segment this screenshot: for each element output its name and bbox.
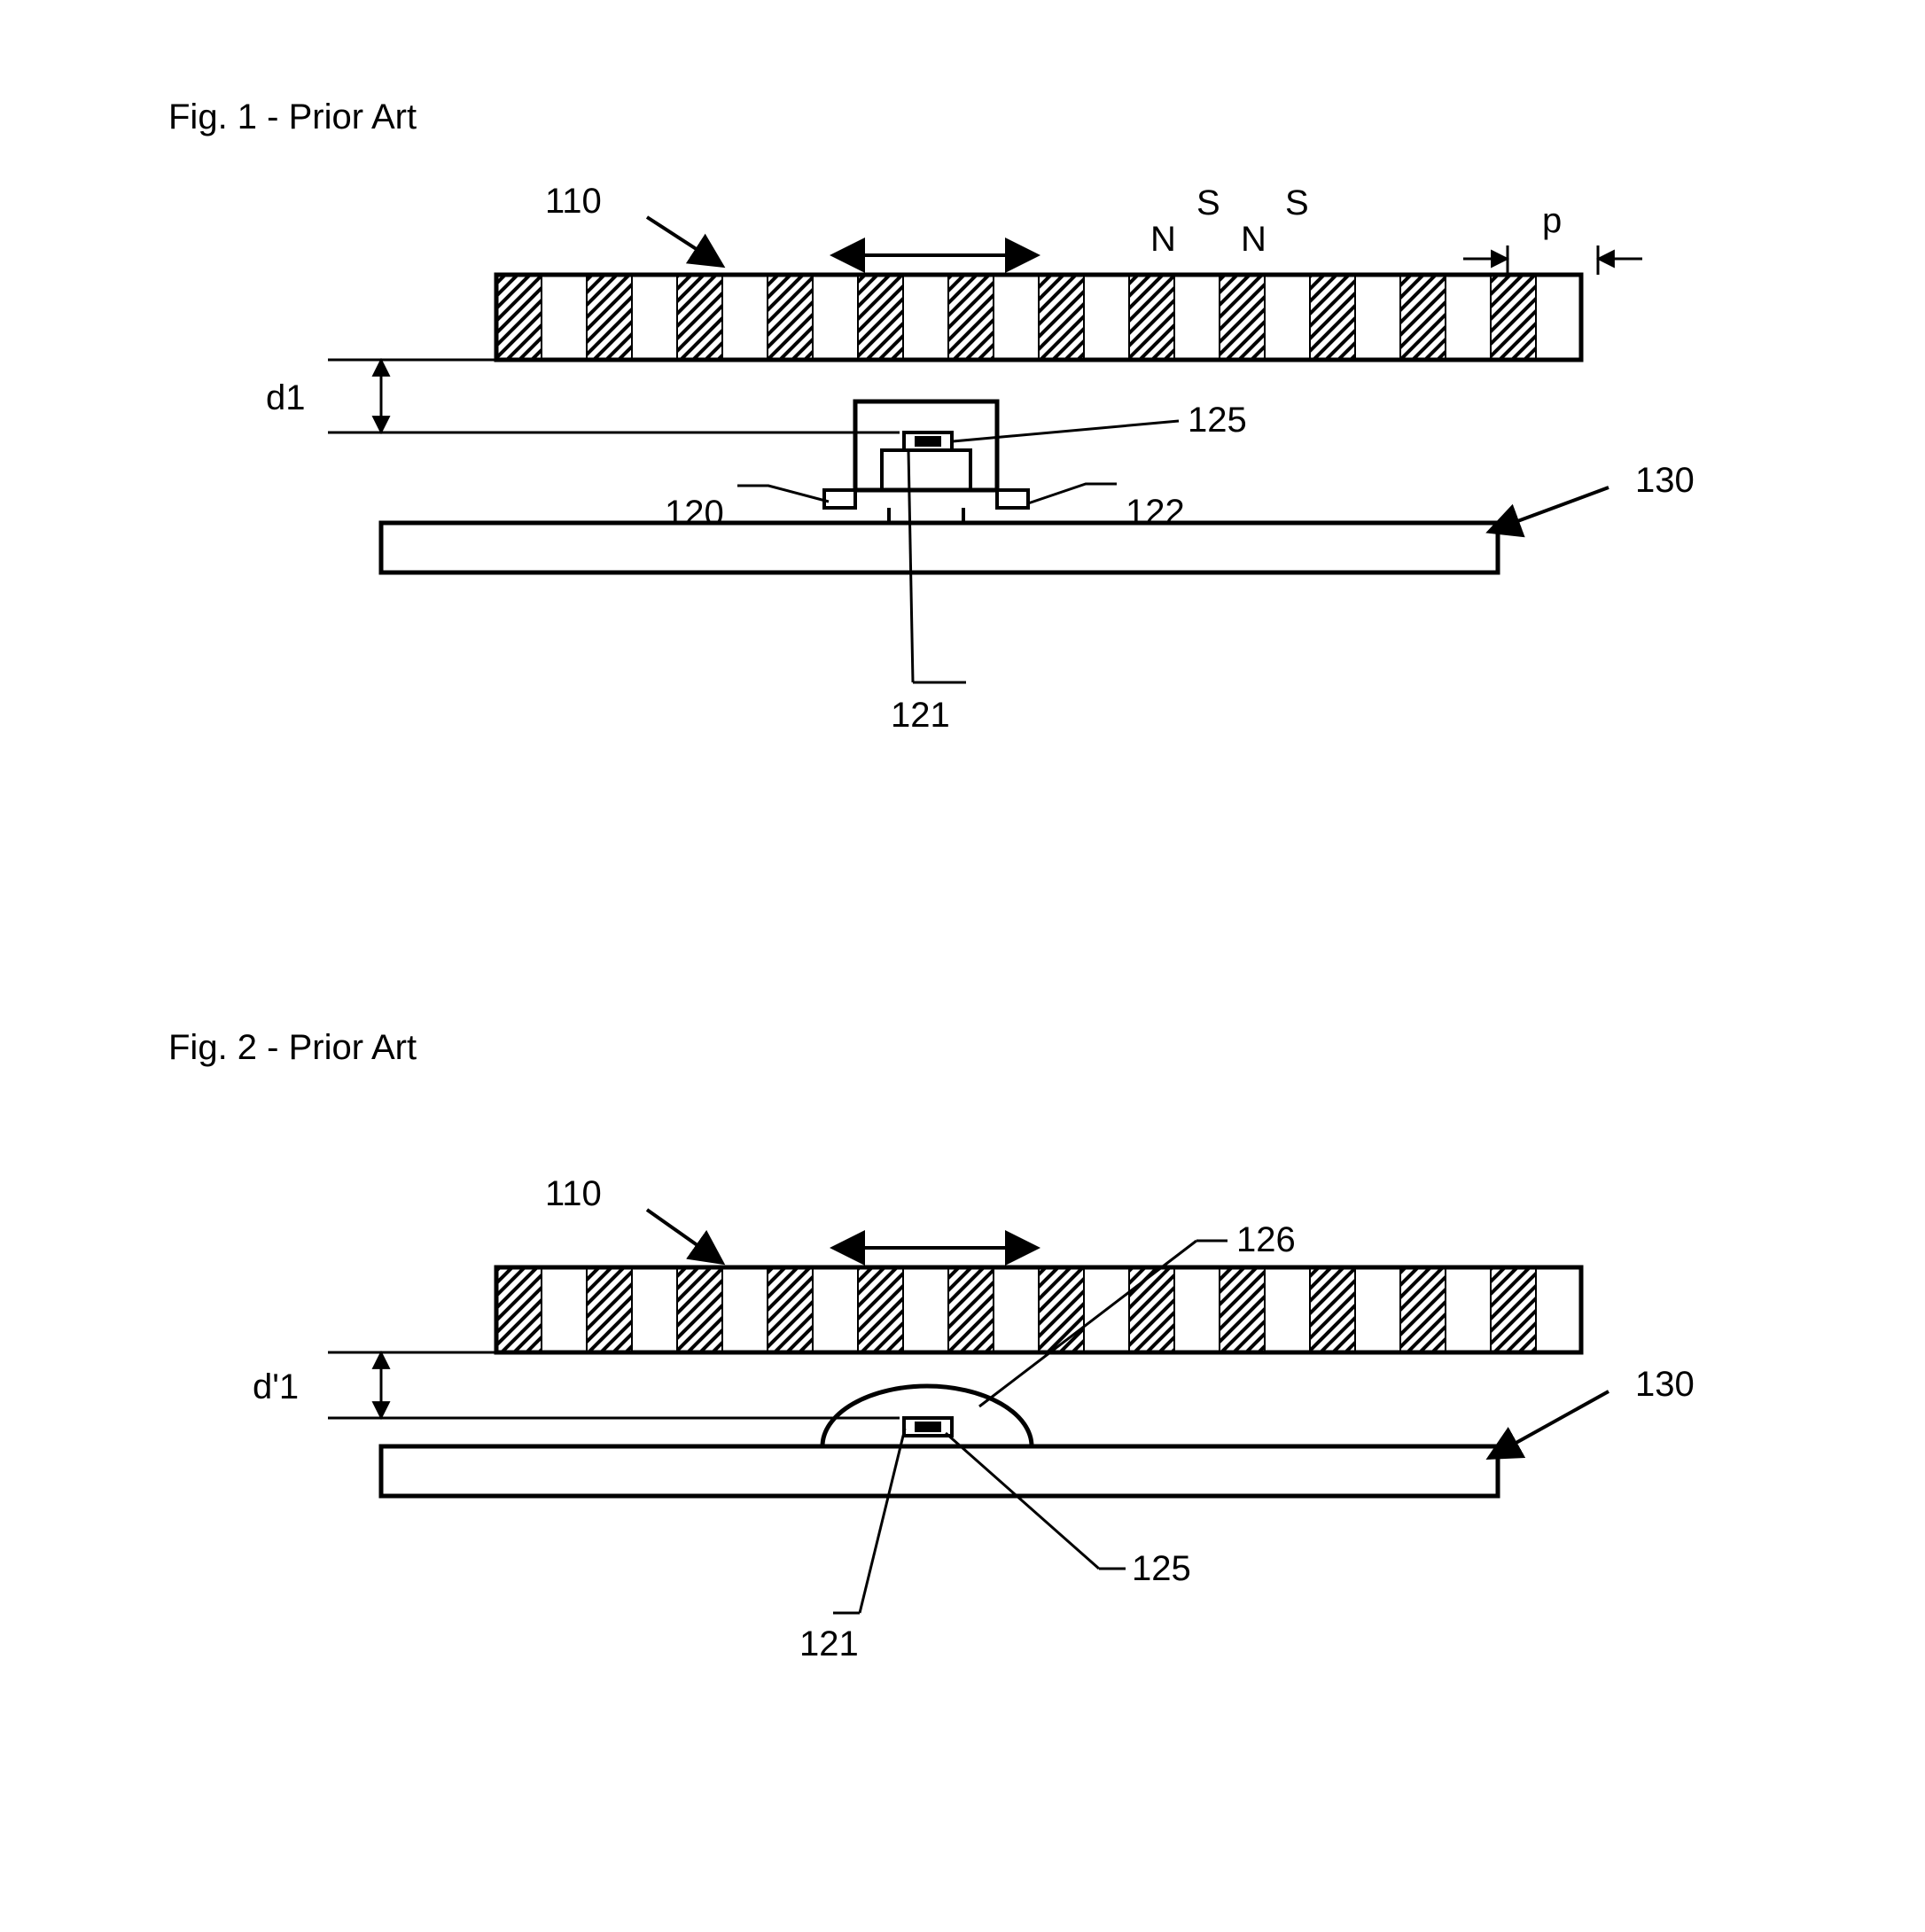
- svg-text:S: S: [1196, 183, 1220, 222]
- svg-text:d'1: d'1: [253, 1367, 299, 1406]
- svg-text:110: 110: [545, 182, 602, 221]
- fig2-caption: Fig. 2 - Prior Art: [168, 1028, 417, 1068]
- svg-text:121: 121: [891, 696, 950, 735]
- svg-text:130: 130: [1635, 461, 1695, 500]
- svg-text:121: 121: [799, 1624, 859, 1663]
- fig1-caption: Fig. 1 - Prior Art: [168, 97, 417, 137]
- svg-text:N: N: [1241, 220, 1266, 259]
- svg-text:N: N: [1150, 220, 1176, 259]
- svg-text:126: 126: [1236, 1220, 1296, 1259]
- svg-text:130: 130: [1635, 1365, 1695, 1404]
- svg-text:120: 120: [665, 494, 724, 533]
- svg-text:125: 125: [1132, 1549, 1191, 1588]
- svg-text:S: S: [1285, 183, 1309, 222]
- fig1-diagram: d1110130NNSSp125122120121: [0, 160, 1925, 869]
- svg-text:d1: d1: [266, 378, 306, 417]
- svg-text:110: 110: [545, 1174, 602, 1213]
- svg-text:p: p: [1542, 201, 1562, 240]
- fig2-diagram: d'1 110 130 126 125 121: [0, 1134, 1925, 1843]
- svg-text:125: 125: [1188, 401, 1247, 440]
- svg-text:122: 122: [1126, 493, 1185, 532]
